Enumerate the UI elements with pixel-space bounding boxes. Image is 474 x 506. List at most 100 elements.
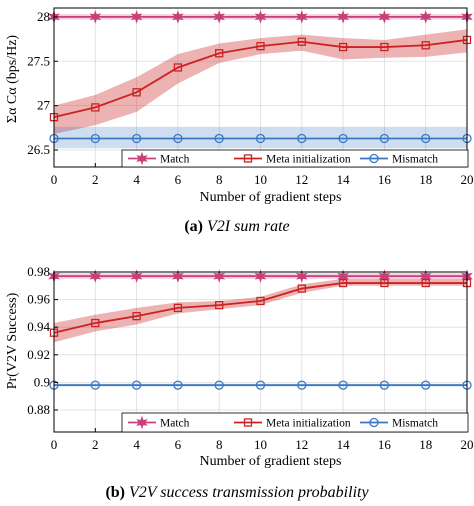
data-point: [131, 133, 142, 144]
x-tick-label: 0: [51, 172, 58, 187]
data-point: [130, 269, 143, 283]
data-point: [337, 269, 349, 283]
caption-b-text: V2V success transmission probability: [129, 484, 369, 501]
chart-panel-a: 26.5 27 27.5 28 0 2 4 6 8 10 12 14 16 18 20 Number of g…: [5, 7, 474, 205]
data-point: [419, 10, 432, 24]
x-tick-label: 14: [337, 437, 351, 452]
data-point: [91, 318, 100, 328]
caption-b: (b) V2V success transmission probability: [0, 484, 474, 502]
y-tick-label: 27.5: [27, 53, 50, 68]
data-point: [338, 278, 348, 288]
data-point: [380, 42, 389, 52]
data-point: [172, 10, 184, 24]
series-line: [53, 282, 467, 334]
series-line: [53, 39, 468, 119]
confidence-band: [54, 278, 467, 343]
y-tick-label: 0.9: [34, 374, 50, 389]
data-point: [215, 300, 224, 310]
x-tick-label: 6: [175, 437, 182, 452]
data-point: [295, 10, 308, 24]
data-point: [132, 88, 141, 97]
data-point: [255, 380, 266, 390]
data-point: [254, 269, 267, 283]
data-point: [173, 303, 183, 313]
x-axis-label: Number of gradient steps: [200, 190, 342, 205]
y-axis-label: Pr(V2V Success): [5, 292, 20, 389]
legend: Match Meta initialization Mismatch: [121, 412, 469, 433]
y-tick-label: 0.92: [27, 347, 50, 362]
x-tick-label: 8: [216, 437, 223, 452]
data-point: [131, 380, 142, 390]
data-point: [419, 269, 432, 283]
legend-label: Match: [160, 154, 190, 166]
data-point: [173, 133, 183, 144]
x-tick-label: 18: [419, 172, 432, 187]
legend-label: Meta initialization: [266, 154, 351, 166]
x-tick-label: 12: [295, 437, 308, 452]
data-point: [89, 10, 102, 24]
caption-a-text: V2I sum rate: [207, 218, 290, 235]
data-point: [421, 41, 430, 50]
x-tick-label: 4: [133, 437, 140, 452]
data-point: [297, 37, 306, 46]
x-tick-label: 16: [378, 172, 392, 187]
data-point: [338, 380, 348, 390]
y-tick-label: 28: [37, 9, 50, 24]
caption-b-letter: (b): [105, 484, 125, 501]
y-tick-label: 0.96: [27, 292, 50, 307]
chart-panel-b: 0.88 0.9 0.92 0.94 0.96 0.98 0 2 4 6 8 10 12 14 16 18 20…: [5, 264, 474, 469]
data-point: [173, 63, 183, 72]
x-tick-label: 12: [295, 172, 308, 187]
data-point: [295, 269, 308, 283]
x-tick-label: 8: [216, 172, 223, 187]
legend-box: [121, 149, 469, 168]
legend-label: Mismatch: [392, 418, 438, 430]
data-point: [297, 133, 307, 144]
data-point: [338, 42, 348, 52]
legend-marker: [243, 418, 253, 427]
data-point: [421, 278, 430, 288]
x-tick-label: 4: [133, 172, 140, 187]
x-tick-label: 16: [378, 437, 392, 452]
data-point: [172, 269, 184, 283]
data-point: [254, 10, 267, 24]
data-point: [132, 312, 141, 321]
legend-marker: [369, 153, 379, 164]
data-point: [379, 133, 390, 144]
legend-marker: [136, 151, 148, 166]
data-point: [90, 380, 100, 390]
y-tick-label: 0.88: [27, 402, 50, 417]
x-tick-label: 6: [175, 172, 182, 187]
y-axis-label: Σα Cα (bps/Hz): [5, 35, 20, 123]
data-point: [90, 133, 100, 144]
x-tick-label: 2: [92, 172, 99, 187]
caption-a-letter: (a): [184, 218, 203, 235]
x-tick-label: 2: [92, 437, 99, 452]
data-point: [378, 269, 391, 283]
x-tick-label: 20: [461, 437, 474, 452]
data-point: [255, 133, 266, 144]
data-point: [130, 10, 143, 24]
data-point: [213, 10, 226, 24]
data-point: [214, 133, 224, 144]
data-point: [215, 49, 224, 58]
x-tick-label: 14: [337, 172, 351, 187]
data-point: [256, 296, 265, 306]
y-tick-label: 0.94: [27, 319, 50, 334]
x-tick-label: 18: [419, 437, 432, 452]
y-tick-label: 0.98: [27, 264, 50, 279]
data-point: [213, 269, 226, 283]
legend-box: [121, 412, 469, 433]
caption-a: (a) V2I sum rate: [0, 218, 474, 236]
data-point: [338, 133, 348, 144]
data-point: [297, 380, 307, 390]
legend-marker: [136, 415, 148, 430]
data-point: [337, 10, 349, 24]
legend-label: Mismatch: [392, 154, 438, 166]
data-point: [214, 380, 224, 390]
legend-marker: [243, 154, 253, 163]
data-point: [421, 133, 431, 144]
data-point: [379, 380, 390, 390]
legend: Match Meta initialization Mismatch: [121, 149, 469, 168]
